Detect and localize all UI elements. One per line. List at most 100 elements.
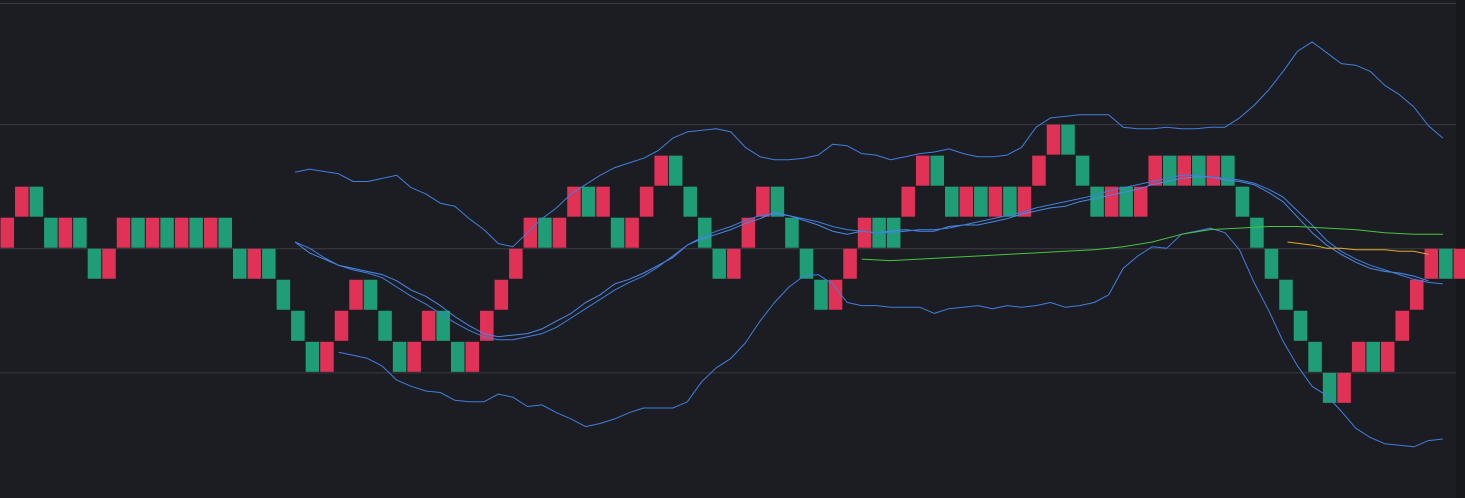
renko-brick-up (1003, 186, 1017, 217)
renko-brick-down (988, 186, 1003, 217)
renko-brick-down (1424, 248, 1439, 279)
renko-brick-down (843, 248, 857, 279)
renko-brick-down (828, 279, 843, 310)
renko-brick-up (1075, 155, 1090, 186)
renko-brick-up (1235, 186, 1250, 217)
renko-brick-up (29, 186, 44, 217)
renko-brick-down (567, 186, 581, 217)
renko-brick-up (697, 217, 712, 248)
renko-brick-up (1308, 341, 1322, 372)
bollinger-basis-line (294, 174, 1443, 341)
renko-brick-down (654, 155, 668, 186)
renko-brick-down (1133, 186, 1148, 217)
renko-brick-up (814, 279, 828, 310)
renko-brick-up (378, 310, 392, 341)
renko-brick-down (1337, 372, 1351, 403)
renko-brick-down (959, 186, 974, 217)
renko-brick-down (1148, 155, 1162, 186)
renko-brick-down (857, 217, 872, 248)
renko-brick-up (1119, 186, 1133, 217)
renko-brick-up (291, 310, 305, 341)
renko-brick-down (625, 217, 639, 248)
renko-brick-down (915, 155, 930, 186)
renko-brick-up (305, 341, 320, 372)
renko-brick-down (494, 279, 509, 310)
renko-brick-up (392, 341, 407, 372)
renko-brick-up (538, 217, 552, 248)
renko-brick-down (901, 186, 915, 217)
renko-brick-down (1177, 155, 1192, 186)
renko-brick-down (1017, 186, 1032, 217)
renko-brick-up (974, 186, 988, 217)
renko-brick-up (799, 248, 814, 279)
renko-brick-up (1090, 186, 1104, 217)
renko-brick-down (116, 217, 131, 248)
renko-brick-up (1279, 279, 1293, 310)
renko-brick-up (1192, 155, 1206, 186)
renko-brick-down (203, 217, 218, 248)
moving-average-long-line (861, 226, 1443, 262)
renko-brick-up (232, 248, 247, 279)
renko-brick-down (102, 248, 116, 279)
renko-brick-up (581, 186, 596, 217)
renko-brick-down (552, 217, 567, 248)
renko-brick-up (945, 186, 959, 217)
renko-brick-down (1395, 310, 1410, 341)
renko-brick-up (930, 155, 945, 186)
renko-brick-down (1032, 155, 1046, 186)
renko-brick-up (436, 310, 450, 341)
renko-brick-up (1366, 341, 1380, 372)
renko-brick-up (73, 217, 87, 248)
renko-brick-up (770, 186, 785, 217)
renko-brick-up (1264, 248, 1279, 279)
renko-brick-up (131, 217, 145, 248)
renko-brick-up (44, 217, 58, 248)
renko-brick-up (1439, 248, 1453, 279)
renko-brick-down (465, 341, 480, 372)
renko-brick-up (160, 217, 174, 248)
renko-brick-down (1453, 248, 1465, 279)
renko-brick-up (785, 217, 799, 248)
renko-brick-down (247, 248, 262, 279)
renko-brick-down (1206, 155, 1221, 186)
renko-brick-down (509, 248, 523, 279)
renko-brick-down (58, 217, 73, 248)
renko-brick-down (741, 217, 756, 248)
bollinger-upper-line (294, 41, 1444, 248)
renko-brick-down (334, 310, 349, 341)
renko-brick-down (15, 186, 29, 217)
renko-brick-up (87, 248, 102, 279)
renko-brick-down (756, 186, 770, 217)
renko-brick-up (218, 217, 232, 248)
bollinger-lower-line (338, 227, 1443, 448)
renko-brick-down (407, 341, 421, 372)
renko-brick-down (727, 248, 741, 279)
renko-brick-down (174, 217, 189, 248)
renko-brick-up (363, 279, 378, 310)
renko-brick-up (450, 341, 465, 372)
renko-brick-down (1351, 341, 1366, 372)
renko-brick-up (262, 248, 276, 279)
renko-brick-up (683, 186, 697, 217)
renko-brick-up (276, 279, 291, 310)
renko-brick-up (1061, 124, 1075, 155)
renko-brick-down (145, 217, 160, 248)
moving-average-short-line (1287, 241, 1429, 255)
renko-brick-down (349, 279, 363, 310)
renko-brick-down (596, 186, 610, 217)
renko-brick-up (712, 248, 727, 279)
renko-brick-up (610, 217, 625, 248)
renko-brick-up (1293, 310, 1308, 341)
renko-brick-down (1410, 279, 1424, 310)
renko-brick-down (523, 217, 538, 248)
renko-brick-down (0, 217, 15, 248)
renko-brick-up (1250, 217, 1264, 248)
renko-brick-down (639, 186, 654, 217)
renko-brick-down (1380, 341, 1395, 372)
indicator-lines (294, 41, 1444, 448)
renko-brick-up (189, 217, 203, 248)
renko-brick-down (320, 341, 334, 372)
renko-brick-up (668, 155, 683, 186)
